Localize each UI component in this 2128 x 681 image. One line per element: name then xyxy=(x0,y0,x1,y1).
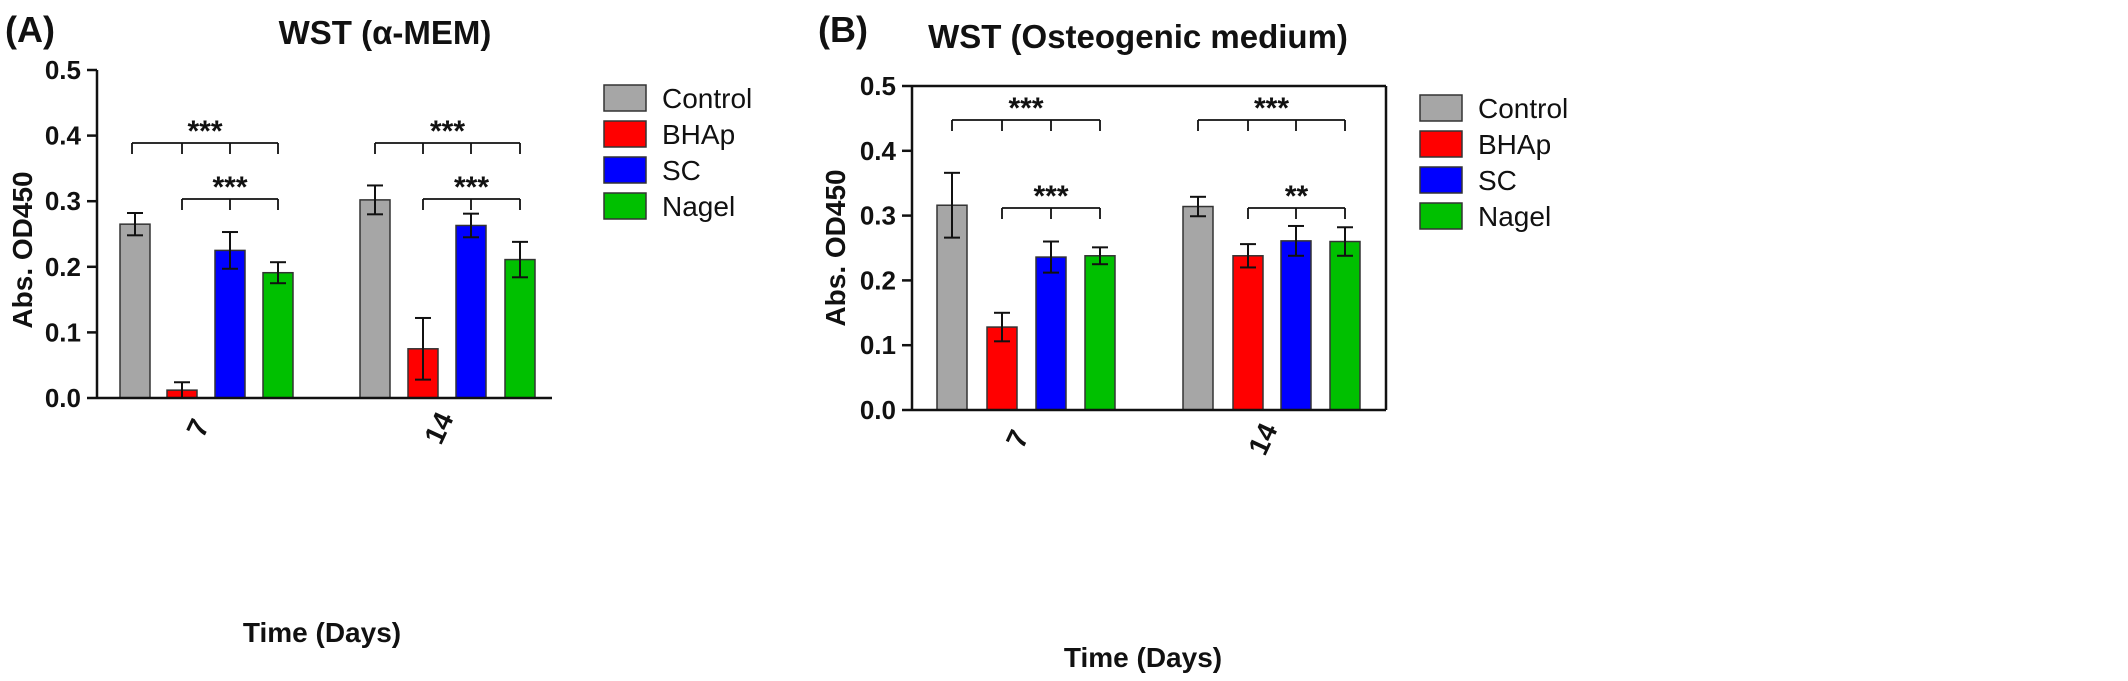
legend-swatch-sc xyxy=(603,156,647,184)
category-label-7: 7 xyxy=(1000,425,1035,452)
category-labels-b: 7 14 xyxy=(1000,418,1284,460)
legend-swatch-control xyxy=(603,84,647,112)
x-axis-label-b: Time (Days) xyxy=(1064,642,1222,673)
y-tick-label: 0.2 xyxy=(45,252,81,282)
legend-label-sc: SC xyxy=(662,155,701,186)
legend-label-control: Control xyxy=(1478,93,1568,124)
category-label-14: 14 xyxy=(418,407,459,449)
category-label-14: 14 xyxy=(1242,418,1283,460)
bar-sc-day-7 xyxy=(214,249,246,399)
legend-item-control: Control xyxy=(1419,93,1568,124)
bar-nagel-day-7 xyxy=(262,271,294,399)
legend-label-bhap: BHAp xyxy=(662,119,735,150)
y-tick-label: 0.1 xyxy=(45,317,81,347)
significance-stars: *** xyxy=(454,171,489,204)
bar-control-day-14 xyxy=(1182,205,1214,411)
y-tick-label: 0.0 xyxy=(860,395,896,425)
x-axis-label-a: Time (Days) xyxy=(243,617,401,648)
legend-label-nagel: Nagel xyxy=(1478,201,1551,232)
significance-b: *********** xyxy=(951,92,1346,219)
legend-label-control: Control xyxy=(662,83,752,114)
significance-stars: *** xyxy=(1033,180,1068,213)
legend-label-bhap: BHAp xyxy=(1478,129,1551,160)
significance-stars: *** xyxy=(1008,92,1043,125)
category-label-7: 7 xyxy=(181,414,216,441)
legend-swatch-control xyxy=(1419,94,1463,122)
bar-nagel-day-14 xyxy=(504,258,536,399)
panel-a: (A) WST (α-MEM) Abs. OD450 Time (Days) 0… xyxy=(5,9,752,648)
legend-swatch-sc xyxy=(1419,166,1463,194)
y-tick-label: 0.3 xyxy=(45,186,81,216)
legend-item-bhap: BHAp xyxy=(603,119,735,150)
legend-swatch-nagel xyxy=(603,192,647,220)
bar-sc-day-7 xyxy=(1035,256,1067,411)
bars-a xyxy=(119,184,536,399)
panel-label-a: (A) xyxy=(5,9,55,50)
bar-bhap-day-14 xyxy=(1232,255,1264,411)
bar-sc-day-14 xyxy=(455,224,487,399)
legend-swatch-nagel xyxy=(1419,202,1463,230)
y-tick-label: 0.2 xyxy=(860,265,896,295)
y-tick-label: 0.4 xyxy=(45,121,82,151)
y-tick-label: 0.3 xyxy=(860,201,896,231)
legend-item-control: Control xyxy=(603,83,752,114)
y-axis-label-b: Abs. OD450 xyxy=(820,169,851,326)
bar-nagel-day-14 xyxy=(1329,240,1361,411)
legend-item-bhap: BHAp xyxy=(1419,129,1551,160)
bar-nagel-day-7 xyxy=(1084,255,1116,411)
significance-a: *** *** *** *** xyxy=(131,115,521,210)
category-labels-a: 7 14 xyxy=(181,407,460,449)
y-ticks-a: 0.0 0.1 0.2 0.3 0.4 0.5 xyxy=(45,55,97,413)
legend-a: Control BHAp SC Nagel xyxy=(603,83,752,222)
y-axis-label-a: Abs. OD450 xyxy=(7,171,38,328)
significance-stars: *** xyxy=(430,115,465,148)
y-tick-label: 0.0 xyxy=(45,383,81,413)
significance-stars: *** xyxy=(1254,92,1289,125)
significance-stars: ** xyxy=(1285,180,1309,213)
legend-item-sc: SC xyxy=(1419,165,1517,196)
bar-sc-day-14 xyxy=(1280,240,1312,411)
panel-label-b: (B) xyxy=(818,9,868,50)
legend-item-nagel: Nagel xyxy=(603,191,735,222)
legend-swatch-bhap xyxy=(603,120,647,148)
legend-b: Control BHAp SC Nagel xyxy=(1419,93,1568,232)
significance-stars: *** xyxy=(187,115,222,148)
bar-control-day-7 xyxy=(119,223,151,399)
bar-control-day-14 xyxy=(359,199,391,399)
chart-title-a: WST (α-MEM) xyxy=(279,14,492,51)
bars-b xyxy=(936,171,1361,411)
legend-swatch-bhap xyxy=(1419,130,1463,158)
y-tick-label: 0.4 xyxy=(860,136,897,166)
legend-item-nagel: Nagel xyxy=(1419,201,1551,232)
legend-item-sc: SC xyxy=(603,155,701,186)
panel-b: (B) WST (Osteogenic medium) Abs. OD450 T… xyxy=(818,9,1568,673)
y-tick-label: 0.1 xyxy=(860,330,896,360)
y-tick-label: 0.5 xyxy=(45,55,81,85)
legend-label-sc: SC xyxy=(1478,165,1517,196)
bar-control-day-7 xyxy=(936,204,968,411)
y-tick-label: 0.5 xyxy=(860,71,896,101)
significance-stars: *** xyxy=(212,171,247,204)
y-ticks-b: 0.0 0.1 0.2 0.3 0.4 0.5 xyxy=(860,71,912,425)
chart-title-b: WST (Osteogenic medium) xyxy=(928,18,1348,55)
legend-label-nagel: Nagel xyxy=(662,191,735,222)
